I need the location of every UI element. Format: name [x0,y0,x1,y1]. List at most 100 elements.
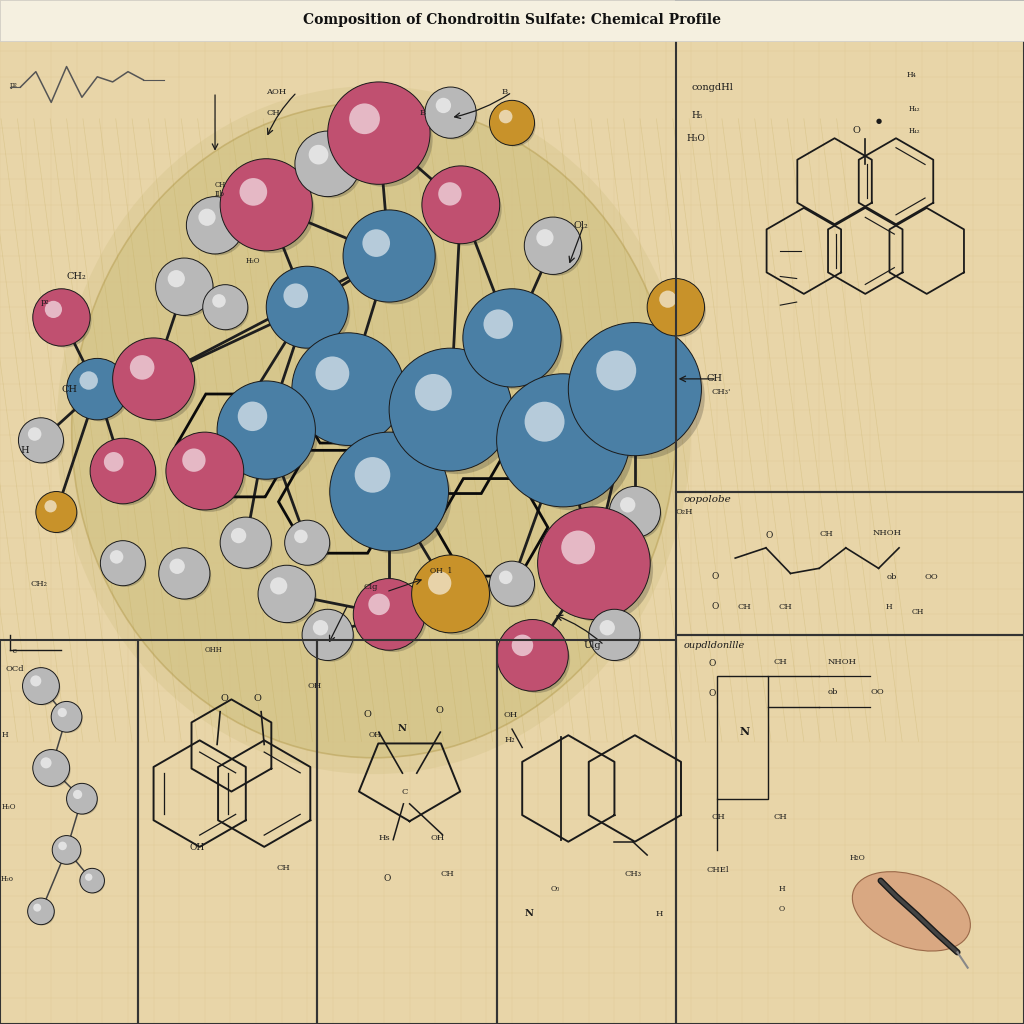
Circle shape [73,790,82,799]
Circle shape [36,492,77,532]
Text: H: H [20,446,29,455]
Text: oupdldonllle: oupdldonllle [684,641,745,650]
Text: CH: CH [440,869,454,878]
Circle shape [349,103,380,134]
Circle shape [28,427,41,440]
Circle shape [428,571,452,595]
Text: OH: OH [189,843,205,852]
Circle shape [169,559,184,573]
Text: CH₂: CH₂ [31,580,48,588]
Text: OH: OH [504,711,518,719]
Circle shape [430,92,477,139]
Circle shape [419,562,492,635]
Text: N: N [397,724,407,733]
Bar [0,640,138,1024]
Circle shape [212,294,225,307]
Circle shape [609,486,660,538]
Text: congdHl: congdHl [691,83,733,92]
Text: O: O [778,905,784,913]
Text: Clg: Clg [364,583,378,591]
Text: OHH: OHH [205,646,222,654]
Circle shape [31,676,41,686]
Circle shape [263,570,316,624]
Circle shape [166,432,244,510]
Circle shape [58,842,67,850]
Circle shape [360,586,427,652]
Text: CH: CH [707,375,723,383]
Text: H₄₂: H₄₂ [908,104,920,113]
Circle shape [30,900,55,926]
Circle shape [659,291,677,308]
Circle shape [463,289,561,387]
Text: B: B [502,88,508,96]
Text: OH: OH [430,834,444,842]
Text: C: C [401,787,408,796]
Circle shape [33,289,90,346]
Circle shape [581,335,705,459]
Circle shape [173,439,246,512]
Circle shape [121,346,197,422]
Text: O: O [712,602,719,611]
Text: N: N [739,726,750,737]
Circle shape [23,668,59,705]
Circle shape [40,496,78,534]
Text: CH₂: CH₂ [67,272,86,281]
Ellipse shape [72,102,676,758]
Circle shape [168,270,185,288]
Circle shape [483,309,513,339]
Circle shape [315,356,349,390]
Circle shape [600,620,614,635]
Circle shape [285,520,330,565]
Circle shape [497,620,568,691]
Circle shape [295,131,360,197]
Text: H₂: H₂ [505,736,515,744]
Circle shape [113,338,195,420]
Circle shape [191,202,245,255]
Circle shape [537,229,554,247]
Bar [676,635,1024,1024]
Text: B: B [420,109,426,117]
Circle shape [274,274,350,350]
Text: Ulg: Ulg [584,641,601,649]
Circle shape [159,548,210,599]
Text: CH: CH [778,603,792,611]
Text: Ol₂: Ol₂ [573,221,588,229]
Circle shape [425,87,476,138]
Circle shape [438,182,462,206]
Circle shape [499,570,512,584]
Circle shape [504,627,570,693]
Text: H: H [2,731,8,739]
Circle shape [225,522,272,569]
Circle shape [70,786,98,815]
Text: O: O [712,571,719,581]
Text: O: O [220,694,228,703]
Circle shape [67,358,128,420]
Circle shape [186,197,244,254]
Circle shape [220,517,271,568]
Circle shape [389,348,512,471]
Circle shape [82,870,105,894]
Circle shape [328,82,430,184]
Circle shape [156,258,213,315]
Text: OH  1: OH 1 [430,567,453,575]
Text: ob: ob [887,572,897,581]
Text: H₄: H₄ [906,71,916,79]
Text: H₄₂: H₄₂ [908,127,920,135]
Text: CH: CH [911,608,924,616]
Circle shape [207,289,249,331]
Circle shape [67,783,97,814]
Circle shape [57,708,67,717]
Circle shape [529,222,583,275]
Circle shape [289,524,331,566]
Text: Hs: Hs [379,834,390,842]
Circle shape [422,166,500,244]
Circle shape [130,355,155,380]
Circle shape [568,323,701,456]
Circle shape [182,449,206,472]
Circle shape [73,365,129,422]
Circle shape [330,432,449,551]
Circle shape [494,104,536,146]
Text: ●: ● [876,118,882,124]
Circle shape [52,836,81,864]
Text: CH: CH [773,657,786,666]
